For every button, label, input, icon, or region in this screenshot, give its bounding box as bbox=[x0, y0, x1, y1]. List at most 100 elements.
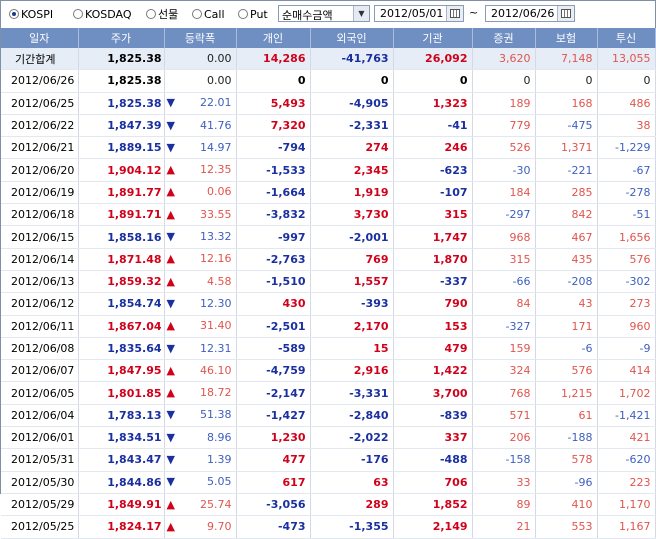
cell-individual-value: -4,759 bbox=[266, 364, 306, 378]
metric-select[interactable]: 순매수금액 ▼ bbox=[278, 5, 370, 22]
cell-securities-value: 779 bbox=[509, 119, 531, 133]
radio-call[interactable]: Call bbox=[192, 7, 225, 21]
cell-foreign-value: 1,919 bbox=[353, 185, 389, 199]
cell-date-value: 2012/06/13 bbox=[11, 275, 75, 289]
cell-trust-value: -302 bbox=[625, 275, 651, 289]
cell-institution-value: 246 bbox=[444, 141, 468, 155]
cell-price-value: 1,843.47 bbox=[107, 453, 162, 467]
cell-securities-value: 89 bbox=[516, 498, 531, 512]
cell-insurance: 43 bbox=[535, 292, 598, 316]
table-row[interactable]: 2012/06/01 1,834.51 ▼ 8.96 1,230 -2,022 337 206… bbox=[1, 426, 656, 450]
cell-price: 1,904.12 bbox=[78, 158, 165, 182]
cell-trust-value: 414 bbox=[629, 364, 651, 378]
up-triangle-icon: ▲ bbox=[166, 363, 175, 377]
cell-individual: 7,320 bbox=[236, 114, 311, 138]
cell-trust-value: 1,170 bbox=[619, 498, 651, 512]
date-from-value: 2012/05/01 bbox=[380, 7, 444, 20]
cell-date-value: 2012/06/05 bbox=[11, 386, 75, 400]
calendar-icon[interactable] bbox=[557, 6, 574, 21]
cell-price-value: 1,825.38 bbox=[107, 96, 162, 110]
col-header-securities[interactable]: 증권 bbox=[472, 28, 536, 48]
down-triangle-icon: ▼ bbox=[166, 230, 175, 244]
cell-institution-value: 790 bbox=[444, 297, 468, 311]
table-row[interactable]: 2012/06/19 1,891.77 ▲ 0.06 -1,664 1,919 -107 18… bbox=[1, 181, 656, 205]
table-row[interactable]: 2012/05/25 1,824.17 ▲ 9.70 -473 -1,355 2,149 21… bbox=[1, 515, 656, 539]
cell-individual-value: -794 bbox=[277, 141, 306, 155]
table-row[interactable]: 2012/06/18 1,891.71 ▲ 33.55 -3,832 3,730 315 -2… bbox=[1, 203, 656, 227]
cell-trust-value: 421 bbox=[629, 431, 651, 445]
radio-futures[interactable]: 선물 bbox=[146, 7, 178, 21]
table-row[interactable]: 2012/06/13 1,859.32 ▲ 4.58 -1,510 1,557 -337 -6… bbox=[1, 270, 656, 294]
date-from-field[interactable]: 2012/05/01 bbox=[374, 5, 464, 22]
cell-price-value: 1,871.48 bbox=[107, 252, 162, 266]
cell-insurance: 467 bbox=[535, 225, 598, 249]
cell-price: 1,844.86 bbox=[78, 471, 165, 494]
table-row[interactable]: 2012/06/14 1,871.48 ▲ 12.16 -2,763 769 1,870 31… bbox=[1, 248, 656, 271]
calendar-icon[interactable] bbox=[446, 6, 463, 21]
cell-date: 2012/06/26 bbox=[1, 69, 79, 93]
table-row[interactable]: 2012/06/04 1,783.13 ▼ 51.38 -1,427 -2,840 -839… bbox=[1, 404, 656, 428]
col-header-individual[interactable]: 개인 bbox=[236, 28, 311, 48]
radio-put-label: Put bbox=[250, 7, 268, 21]
cell-individual-value: 5,493 bbox=[270, 96, 306, 110]
table-row[interactable]: 2012/06/21 1,889.15 ▼ 14.97 -794 274 246 526 1,3… bbox=[1, 136, 656, 160]
cell-change-value: 13.32 bbox=[200, 230, 232, 244]
table-row[interactable]: 2012/06/25 1,825.38 ▼ 22.01 5,493 -4,905 1,323… bbox=[1, 92, 656, 115]
cell-insurance-value: 168 bbox=[571, 96, 593, 110]
radio-put[interactable]: Put bbox=[238, 7, 268, 21]
cell-insurance: 171 bbox=[535, 315, 598, 338]
table-row[interactable]: 2012/06/08 1,835.64 ▼ 12.31 -589 15 479 159 -6 -9 bbox=[1, 337, 656, 361]
cell-foreign-value: 1,557 bbox=[353, 275, 389, 289]
table-row[interactable]: 2012/05/30 1,844.86 ▼ 5.05 617 63 706 33 -96 223 bbox=[1, 471, 656, 494]
cell-institution: 246 bbox=[393, 136, 473, 160]
cell-date: 2012/05/25 bbox=[1, 515, 79, 539]
table-row[interactable]: 2012/05/29 1,849.91 ▲ 25.74 -3,056 289 1,852 89… bbox=[1, 493, 656, 517]
cell-insurance-value: 467 bbox=[571, 230, 593, 244]
cell-institution-value: 479 bbox=[444, 342, 468, 355]
table-row[interactable]: 기간합계 1,825.38 0.00 14,286 -41,763 26,092 3,620… bbox=[1, 48, 656, 71]
table-row[interactable]: 2012/05/31 1,843.47 ▼ 1.39 477 -176 -488 -158 57… bbox=[1, 448, 656, 472]
radio-kospi[interactable]: KOSPI bbox=[9, 7, 53, 21]
col-header-price[interactable]: 주가 bbox=[78, 28, 165, 48]
cell-change-value: 0.00 bbox=[207, 74, 232, 88]
cell-date-value: 2012/05/31 bbox=[11, 453, 75, 467]
table-row[interactable]: 2012/06/05 1,801.85 ▲ 18.72 -2,147 -3,331 3,70… bbox=[1, 381, 656, 405]
chevron-down-icon[interactable]: ▼ bbox=[353, 6, 369, 21]
radio-futures-label: 선물 bbox=[158, 8, 179, 21]
radio-call-label: Call bbox=[204, 7, 225, 21]
col-header-institution[interactable]: 기관 bbox=[393, 28, 473, 48]
cell-date-value: 2012/06/12 bbox=[11, 297, 75, 311]
cell-insurance: 842 bbox=[535, 203, 598, 227]
table-row[interactable]: 2012/06/07 1,847.95 ▲ 46.10 -4,759 2,916 1,422… bbox=[1, 359, 656, 383]
table-row[interactable]: 2012/06/15 1,858.16 ▼ 13.32 -997 -2,001 1,747 9… bbox=[1, 225, 656, 249]
table-row[interactable]: 2012/06/26 1,825.38 0.00 0 0 0 0 0 0 bbox=[1, 69, 656, 93]
cell-change: ▼ 1.39 bbox=[164, 448, 237, 472]
cell-change-value: 12.31 bbox=[200, 341, 232, 355]
table-row[interactable]: 2012/06/20 1,904.12 ▲ 12.35 -1,533 2,345 -623 -… bbox=[1, 158, 656, 182]
cell-foreign-value: 2,916 bbox=[353, 364, 389, 378]
cell-securities: 84 bbox=[472, 292, 536, 316]
cell-insurance: 7,148 bbox=[535, 48, 598, 71]
col-header-trust[interactable]: 투신 bbox=[597, 28, 656, 48]
col-header-foreign[interactable]: 외국인 bbox=[310, 28, 394, 48]
cell-price: 1,825.38 bbox=[78, 48, 165, 71]
col-header-date[interactable]: 일자 bbox=[1, 28, 79, 48]
cell-institution: 790 bbox=[393, 292, 473, 316]
table-row[interactable]: 2012/06/22 1,847.39 ▼ 41.76 7,320 -2,331 -41 77… bbox=[1, 114, 656, 138]
col-header-insurance[interactable]: 보험 bbox=[535, 28, 598, 48]
cell-institution-value: 1,422 bbox=[432, 364, 468, 378]
down-triangle-icon: ▼ bbox=[166, 140, 175, 154]
table-row[interactable]: 2012/06/11 1,867.04 ▲ 31.40 -2,501 2,170 153 -3… bbox=[1, 315, 656, 338]
cell-individual: -2,763 bbox=[236, 248, 311, 271]
date-to-field[interactable]: 2012/06/26 bbox=[485, 5, 575, 22]
cell-foreign-value: -1,355 bbox=[349, 520, 389, 534]
cell-change-value: 5.05 bbox=[207, 475, 232, 489]
cell-date-value: 2012/06/25 bbox=[11, 96, 75, 110]
cell-trust-value: -1,229 bbox=[615, 141, 651, 155]
up-triangle-icon: ▲ bbox=[166, 319, 175, 333]
cell-change: ▲ 31.40 bbox=[164, 315, 237, 338]
col-header-change[interactable]: 등락폭 bbox=[164, 28, 237, 48]
table-row[interactable]: 2012/06/12 1,854.74 ▼ 12.30 430 -393 790 84 43 27… bbox=[1, 292, 656, 316]
radio-kosdaq[interactable]: KOSDAQ bbox=[73, 7, 132, 21]
cell-individual: 477 bbox=[236, 448, 311, 472]
